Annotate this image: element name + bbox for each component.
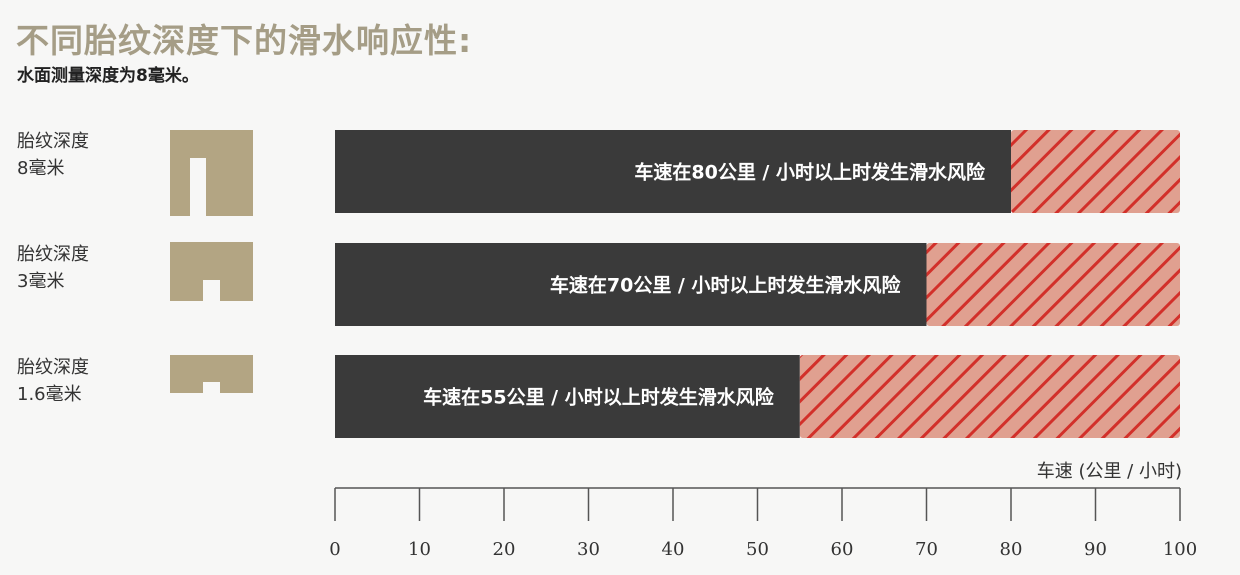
x-tick-label: 90 — [1084, 539, 1107, 560]
safe-bar — [335, 130, 1011, 213]
row-label-3mm: 胎纹深度 3毫米 — [17, 241, 89, 295]
bar-label: 车速在55公里 / 小时以上时发生滑水风险 — [423, 386, 775, 409]
row-label-line1: 胎纹深度 — [17, 131, 89, 152]
x-axis-title: 车速 (公里 / 小时) — [1036, 461, 1182, 482]
tread-icon-8mm — [170, 130, 253, 216]
x-tick-label: 30 — [577, 539, 600, 560]
tread-icon-3mm — [170, 242, 253, 301]
x-tick-label: 50 — [746, 539, 769, 560]
row-label-line1: 胎纹深度 — [17, 244, 89, 265]
bar-label: 车速在70公里 / 小时以上时发生滑水风险 — [550, 274, 902, 297]
x-tick-label: 10 — [408, 539, 431, 560]
x-tick-label: 80 — [1000, 539, 1023, 560]
row-label-line2: 1.6毫米 — [17, 384, 82, 405]
row-label-line2: 3毫米 — [17, 271, 65, 292]
x-tick-label: 100 — [1163, 539, 1197, 560]
row-label-line2: 8毫米 — [17, 158, 65, 179]
x-tick-label: 20 — [493, 539, 516, 560]
chart-title: 不同胎纹深度下的滑水响应性: — [16, 21, 473, 60]
row-label-8mm: 胎纹深度 8毫米 — [17, 128, 89, 182]
risk-bar — [1011, 130, 1180, 213]
x-tick-label: 40 — [662, 539, 685, 560]
risk-bar — [799, 355, 1180, 438]
x-tick-label: 60 — [831, 539, 854, 560]
row-label-1-6mm: 胎纹深度 1.6毫米 — [17, 354, 89, 408]
safe-bar — [335, 243, 927, 326]
tread-icon-1-6mm — [170, 355, 253, 393]
safe-bar — [335, 355, 800, 438]
x-tick-label: 0 — [329, 539, 340, 560]
bar-label: 车速在80公里 / 小时以上时发生滑水风险 — [634, 161, 986, 184]
chart-subtitle: 水面测量深度为8毫米。 — [17, 66, 199, 86]
row-label-line1: 胎纹深度 — [17, 357, 89, 378]
risk-bar — [926, 243, 1180, 326]
x-tick-label: 70 — [915, 539, 938, 560]
